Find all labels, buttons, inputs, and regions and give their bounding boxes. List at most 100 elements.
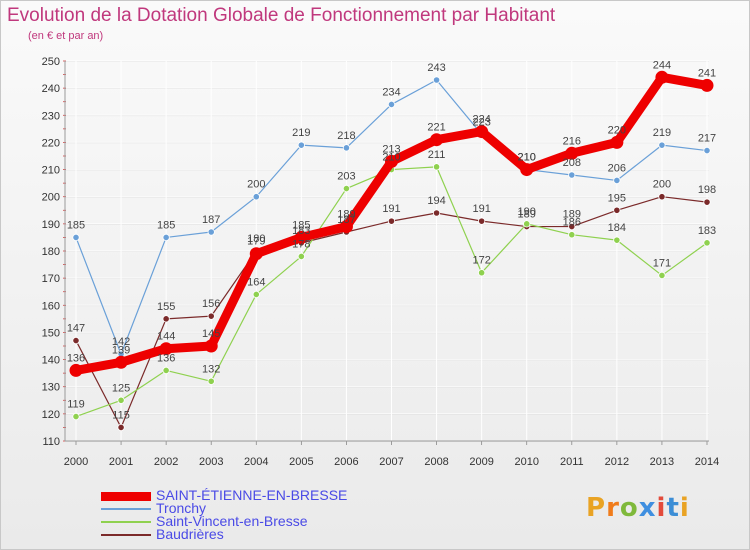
data-point xyxy=(613,176,621,185)
legend-item: Tronchy xyxy=(101,500,421,516)
y-tick-label: 110 xyxy=(42,436,60,448)
data-point xyxy=(565,146,579,160)
data-label: 155 xyxy=(157,301,175,313)
data-point xyxy=(204,339,218,353)
y-tick-label: 240 xyxy=(42,83,60,95)
data-point xyxy=(658,271,666,280)
data-point xyxy=(703,146,711,155)
data-point xyxy=(478,217,486,225)
data-point xyxy=(294,230,308,244)
data-point xyxy=(252,193,260,201)
data-label: 210 xyxy=(382,152,400,164)
data-label: 191 xyxy=(382,203,400,215)
data-label: 179 xyxy=(247,236,265,248)
data-point xyxy=(249,247,263,261)
data-point xyxy=(568,231,576,239)
legend-label: Tronchy xyxy=(156,500,207,516)
legend-label: Saint-Vincent-en-Bresse xyxy=(156,513,308,529)
data-label: 220 xyxy=(608,124,626,136)
data-label: 156 xyxy=(202,298,220,310)
data-label: 195 xyxy=(608,192,626,204)
data-point xyxy=(385,154,398,168)
data-label: 219 xyxy=(653,127,671,139)
y-tick-label: 160 xyxy=(42,300,60,312)
data-point xyxy=(430,133,444,147)
x-tick-label: 2012 xyxy=(605,456,629,468)
data-point xyxy=(610,135,624,149)
data-point xyxy=(207,228,215,236)
data-point xyxy=(207,377,215,385)
logo-letter: r xyxy=(606,493,620,523)
x-tick-label: 2009 xyxy=(469,456,493,468)
data-label: 184 xyxy=(608,222,626,234)
data-label: 244 xyxy=(653,59,671,71)
data-label: 189 xyxy=(337,209,355,221)
data-point xyxy=(297,252,305,261)
data-label: 243 xyxy=(427,62,445,74)
y-tick-label: 170 xyxy=(42,273,60,285)
x-tick-label: 2000 xyxy=(64,456,88,468)
legend-label: Baudrières xyxy=(156,526,224,542)
data-label: 187 xyxy=(337,214,355,226)
data-label: 208 xyxy=(563,157,581,169)
data-point xyxy=(703,239,711,247)
data-point xyxy=(72,336,80,345)
y-tick-label: 140 xyxy=(42,355,60,367)
x-tick-label: 2010 xyxy=(514,456,538,468)
proxiti-logo: Proxiti xyxy=(586,493,690,523)
y-tick-label: 230 xyxy=(42,110,60,122)
chart-title: Evolution de la Dotation Globale de Fonc… xyxy=(7,5,556,26)
y-tick-label: 190 xyxy=(42,219,60,231)
y-tick-label: 180 xyxy=(42,246,60,258)
legend-label: SAINT-ÉTIENNE-EN-BRESSE xyxy=(156,487,348,503)
data-label: 234 xyxy=(382,86,400,98)
data-label: 119 xyxy=(67,399,85,411)
data-point xyxy=(613,236,621,244)
data-label: 183 xyxy=(292,225,310,237)
data-point xyxy=(162,315,170,323)
data-label: 132 xyxy=(202,363,220,375)
x-tick-label: 2005 xyxy=(289,456,313,468)
data-label: 241 xyxy=(698,67,716,79)
y-tick-label: 250 xyxy=(42,56,60,68)
data-point xyxy=(252,290,260,299)
data-label: 145 xyxy=(202,328,220,340)
data-point xyxy=(658,193,666,201)
y-tick-label: 120 xyxy=(42,409,60,421)
y-tick-label: 220 xyxy=(42,137,60,149)
data-point xyxy=(162,366,170,375)
data-label: 203 xyxy=(337,171,355,183)
y-tick-label: 130 xyxy=(42,382,60,394)
data-point xyxy=(613,206,621,214)
data-label: 217 xyxy=(698,133,716,145)
x-tick-label: 2002 xyxy=(154,456,178,468)
data-label: 172 xyxy=(472,255,490,267)
data-point xyxy=(207,312,215,320)
logo-letter: P xyxy=(586,493,607,523)
data-label: 180 xyxy=(247,233,265,245)
data-label: 186 xyxy=(563,217,581,229)
x-tick-label: 2001 xyxy=(109,456,133,468)
data-point xyxy=(342,144,351,152)
data-label: 115 xyxy=(112,409,130,421)
data-point xyxy=(297,141,305,149)
data-point xyxy=(520,163,534,177)
data-label: 185 xyxy=(292,219,310,231)
legend-item: Baudrières xyxy=(101,526,421,542)
data-label: 144 xyxy=(157,331,175,343)
data-point xyxy=(478,269,486,277)
data-label: 219 xyxy=(292,127,310,139)
data-label: 210 xyxy=(518,152,536,164)
data-label: 171 xyxy=(653,257,671,269)
data-label: 223 xyxy=(472,116,490,128)
x-tick-label: 2014 xyxy=(695,456,719,468)
data-label: 142 xyxy=(112,336,130,348)
logo-letter: t xyxy=(666,493,680,523)
data-point xyxy=(114,355,128,369)
data-point xyxy=(703,198,711,206)
data-point xyxy=(658,141,666,149)
logo-letter: o xyxy=(619,493,639,523)
data-label: 213 xyxy=(382,143,400,155)
data-point xyxy=(387,217,396,225)
